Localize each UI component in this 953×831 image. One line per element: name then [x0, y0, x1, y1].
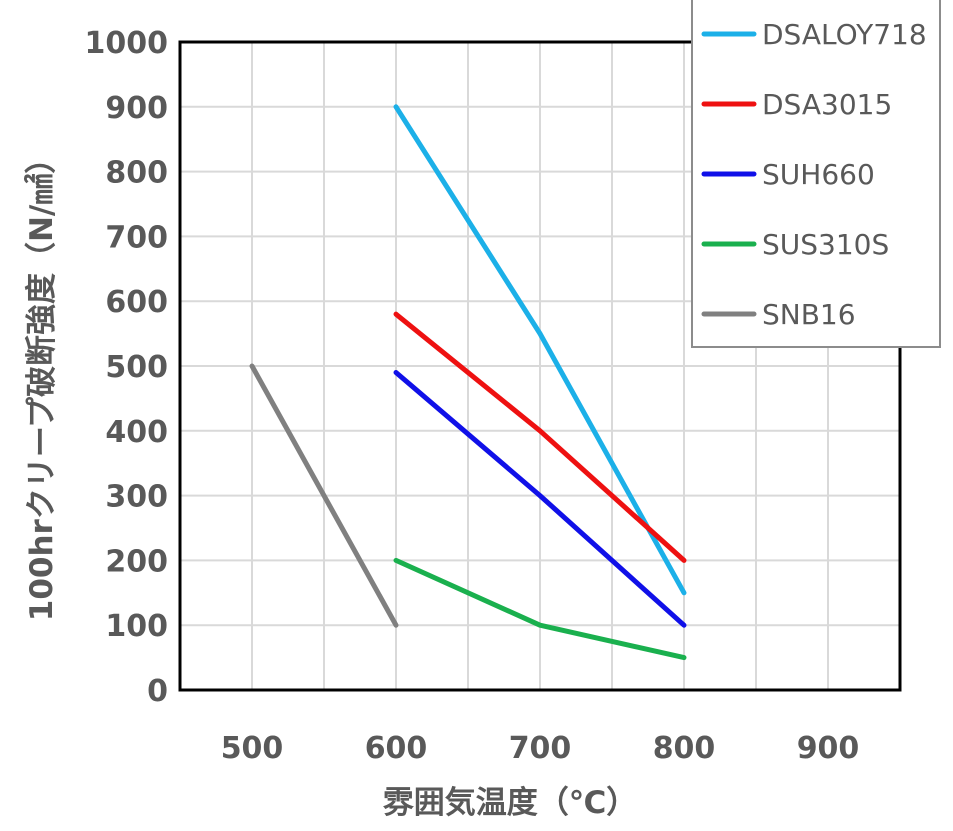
x-tick-label: 700	[509, 731, 572, 766]
series-lines	[249, 104, 687, 661]
axes	[178, 40, 902, 692]
x-tick-label: 900	[797, 731, 860, 766]
y-tick-label: 0	[147, 674, 168, 709]
y-tick-label: 300	[105, 480, 168, 515]
y-tick-label: 200	[105, 544, 168, 579]
x-axis-title: 雰囲気温度（℃）	[383, 785, 638, 821]
plot-area-border	[178, 40, 902, 692]
series-line-snb16	[249, 363, 399, 628]
y-axis-title: 100hrクリープ破断強度（N/㎟）	[24, 143, 60, 621]
series-line-suh660	[393, 369, 687, 628]
y-tick-label: 400	[105, 415, 168, 450]
x-tick-label: 500	[221, 731, 284, 766]
y-tick-label: 100	[105, 609, 168, 644]
y-tick-label: 700	[105, 220, 168, 255]
legend-label-sus310s: SUS310S	[762, 228, 889, 261]
y-tick-label: 500	[105, 350, 168, 385]
legend-label-dsaloy718: DSALOY718	[762, 18, 927, 51]
legend: DSALOY718 DSA3015 SUH660 SUS310S SNB16	[691, 0, 941, 348]
series-line-dsa3015	[393, 311, 687, 563]
legend-label-suh660: SUH660	[762, 158, 875, 191]
series-line-sus310s	[393, 557, 687, 661]
x-tick-label: 800	[653, 731, 716, 766]
y-tick-label: 1000	[85, 26, 169, 61]
series-line-dsaloy718	[393, 104, 687, 596]
y-tick-label: 600	[105, 285, 168, 320]
legend-label-dsa3015: DSA3015	[762, 88, 892, 121]
x-tick-label: 600	[365, 731, 428, 766]
legend-label-snb16: SNB16	[762, 298, 856, 331]
y-tick-label: 900	[105, 91, 168, 126]
y-tick-label: 800	[105, 156, 168, 191]
tick-labels: 0 100 200 300 400 500 600 700 800 900 1000 500 600 70…	[85, 26, 860, 766]
